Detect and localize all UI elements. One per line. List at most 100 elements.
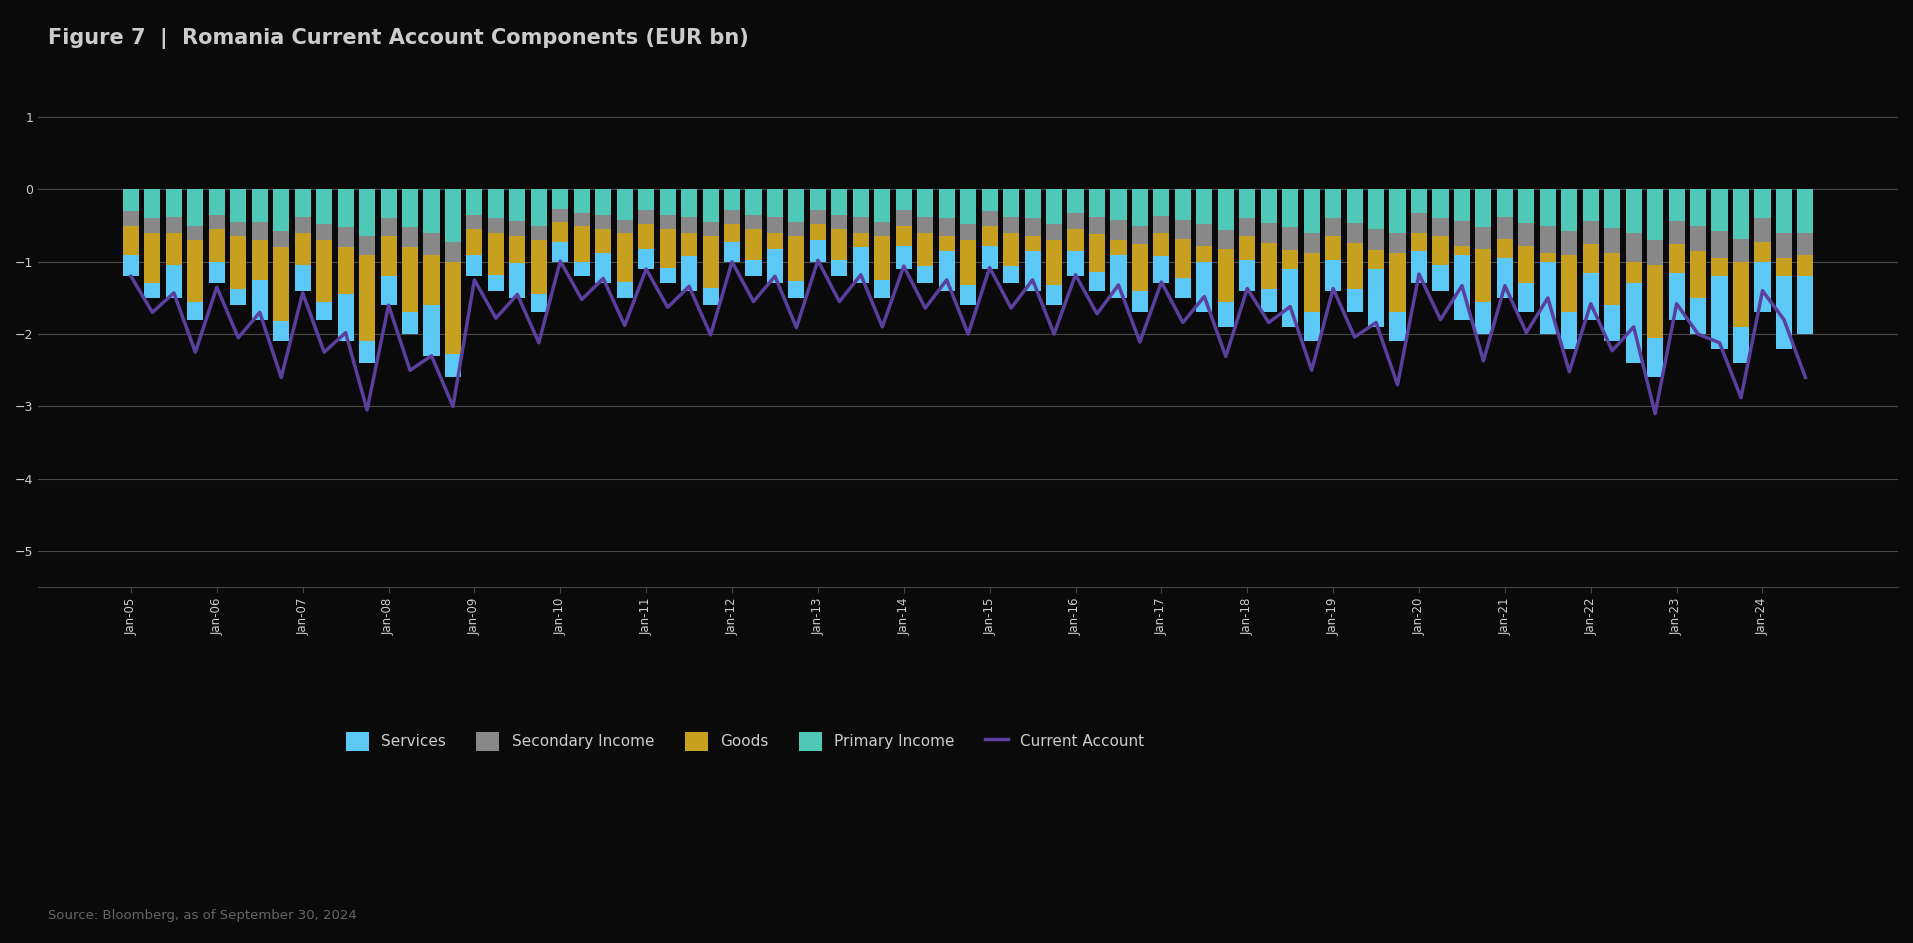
Bar bbox=[1733, 239, 1748, 262]
Bar bbox=[1002, 217, 1020, 233]
Bar bbox=[337, 190, 354, 247]
Bar bbox=[767, 249, 782, 284]
Bar bbox=[1196, 262, 1213, 312]
Bar bbox=[274, 321, 289, 341]
Bar bbox=[595, 190, 612, 284]
Bar bbox=[1196, 190, 1213, 312]
Bar bbox=[423, 306, 440, 356]
Bar bbox=[381, 276, 396, 306]
Bar bbox=[209, 190, 226, 284]
Bar bbox=[1046, 224, 1062, 240]
Bar bbox=[1733, 190, 1748, 262]
Bar bbox=[1326, 260, 1341, 290]
Bar bbox=[660, 215, 675, 229]
Bar bbox=[467, 255, 482, 276]
Bar bbox=[1110, 220, 1127, 240]
Bar bbox=[423, 233, 440, 255]
Bar bbox=[1088, 217, 1106, 234]
Bar bbox=[1412, 212, 1427, 233]
Bar bbox=[853, 247, 869, 284]
Bar bbox=[916, 217, 934, 233]
Bar bbox=[874, 280, 890, 298]
Bar bbox=[467, 190, 482, 229]
Bar bbox=[1261, 223, 1276, 243]
Bar bbox=[360, 190, 375, 363]
Bar bbox=[895, 209, 913, 225]
Bar bbox=[187, 190, 203, 320]
Bar bbox=[1668, 190, 1685, 320]
Bar bbox=[1605, 306, 1620, 341]
Bar bbox=[723, 241, 740, 262]
Bar bbox=[1775, 190, 1792, 258]
Bar bbox=[595, 253, 612, 284]
Bar bbox=[1303, 190, 1320, 253]
Bar bbox=[360, 237, 375, 255]
Bar bbox=[874, 190, 890, 237]
Bar bbox=[1347, 190, 1362, 243]
Bar bbox=[253, 222, 268, 240]
Bar bbox=[1519, 223, 1534, 246]
Bar bbox=[230, 190, 247, 306]
Bar bbox=[574, 190, 589, 225]
Bar bbox=[1605, 190, 1620, 341]
Bar bbox=[1775, 276, 1792, 349]
Bar bbox=[530, 190, 547, 240]
Bar bbox=[939, 219, 955, 237]
Bar bbox=[1110, 190, 1127, 240]
Bar bbox=[316, 190, 333, 240]
Bar bbox=[1154, 256, 1169, 284]
Bar bbox=[274, 190, 289, 247]
Bar bbox=[1067, 251, 1083, 276]
Bar bbox=[316, 190, 333, 320]
Bar bbox=[1025, 219, 1041, 237]
Bar bbox=[381, 219, 396, 237]
Bar bbox=[1002, 190, 1020, 233]
Bar bbox=[1088, 190, 1106, 290]
Bar bbox=[1240, 218, 1255, 237]
Bar bbox=[316, 224, 333, 240]
Bar bbox=[660, 268, 675, 284]
Bar bbox=[187, 302, 203, 320]
Bar bbox=[832, 260, 847, 276]
Bar bbox=[381, 190, 396, 306]
Bar bbox=[337, 294, 354, 341]
Bar bbox=[1088, 272, 1106, 290]
Bar bbox=[681, 256, 696, 290]
Bar bbox=[939, 251, 955, 290]
Bar bbox=[1303, 190, 1320, 341]
Bar bbox=[509, 221, 526, 237]
Bar bbox=[1647, 338, 1662, 377]
Bar bbox=[1454, 190, 1469, 246]
Bar bbox=[702, 190, 719, 237]
Bar bbox=[1132, 226, 1148, 243]
Bar bbox=[166, 217, 182, 233]
Bar bbox=[681, 190, 696, 290]
Bar bbox=[1540, 225, 1555, 253]
Bar bbox=[1389, 312, 1406, 341]
Bar bbox=[1433, 190, 1448, 290]
Bar bbox=[1540, 190, 1555, 253]
Bar bbox=[423, 190, 440, 356]
Bar bbox=[337, 227, 354, 247]
Bar bbox=[916, 190, 934, 284]
Bar bbox=[1412, 190, 1427, 284]
Bar bbox=[446, 190, 461, 377]
Bar bbox=[122, 211, 140, 225]
Bar bbox=[1689, 225, 1706, 251]
Bar bbox=[1326, 190, 1341, 290]
Bar bbox=[1132, 190, 1148, 312]
Bar bbox=[274, 190, 289, 341]
Bar bbox=[187, 190, 203, 240]
Bar bbox=[767, 190, 782, 233]
Bar bbox=[788, 190, 805, 298]
Bar bbox=[1261, 290, 1276, 312]
Bar bbox=[122, 190, 140, 276]
Bar bbox=[1219, 302, 1234, 327]
Bar bbox=[1798, 190, 1814, 255]
Bar bbox=[981, 190, 999, 269]
Bar bbox=[295, 217, 310, 233]
Bar bbox=[295, 190, 310, 290]
Bar bbox=[295, 190, 310, 233]
Bar bbox=[574, 262, 589, 276]
Bar bbox=[530, 225, 547, 240]
